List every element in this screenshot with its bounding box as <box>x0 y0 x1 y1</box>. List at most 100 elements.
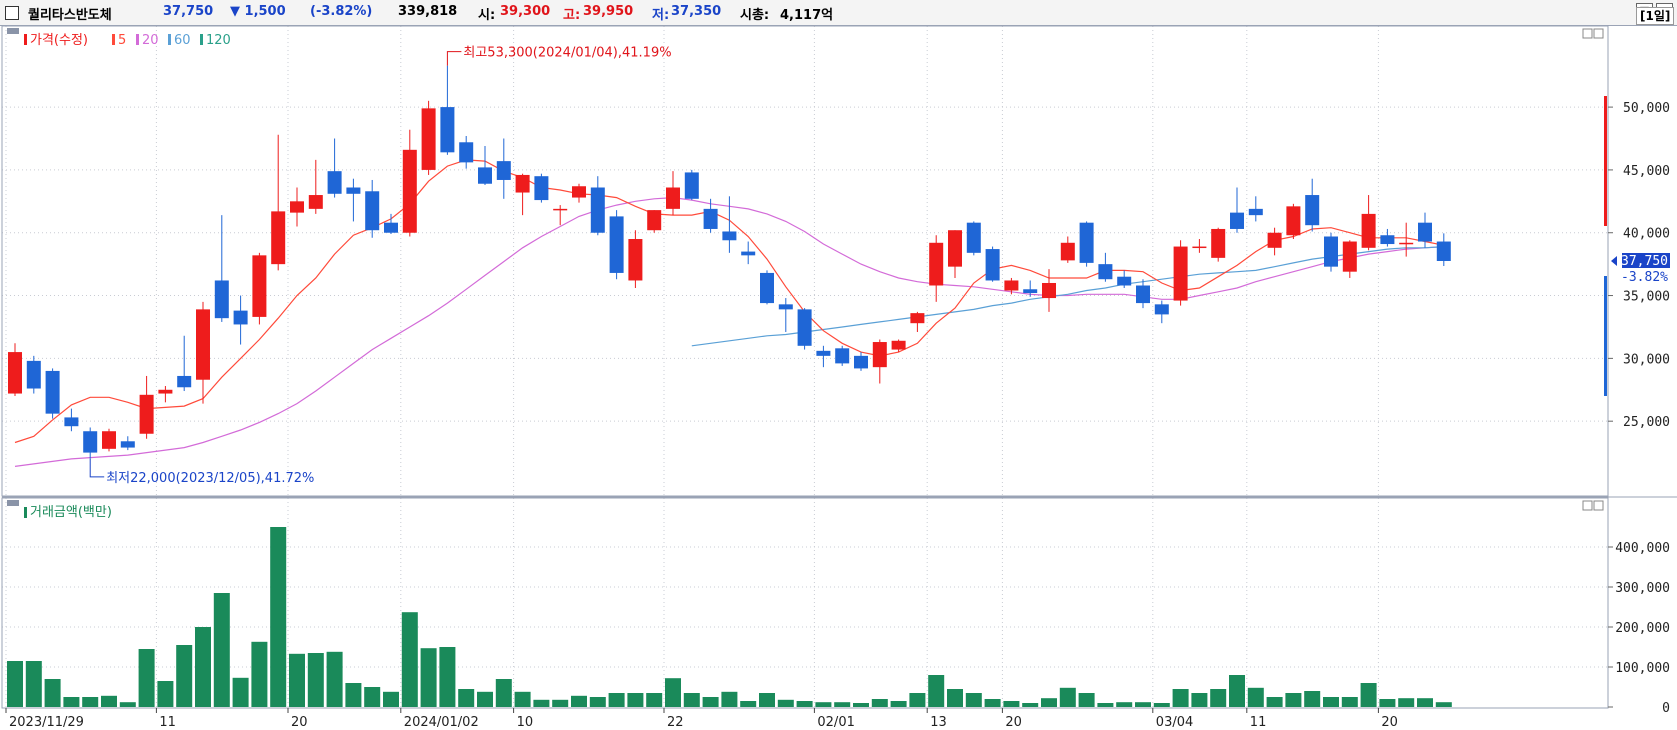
candle-down <box>816 350 831 356</box>
volume-tick-label: 300,000 <box>1615 581 1670 596</box>
candle-up <box>102 431 116 449</box>
volume-bar <box>608 693 625 707</box>
candle-down <box>440 107 455 153</box>
candle-up <box>196 309 210 380</box>
low-label: 저: <box>652 8 670 23</box>
volume-bar <box>796 701 813 707</box>
select-checkbox[interactable] <box>5 6 19 20</box>
volume-bar <box>1191 693 1208 707</box>
candle-up <box>1004 280 1019 291</box>
current-change-label: -3.82% <box>1621 270 1668 285</box>
price-change: ▼ 1,500 <box>230 4 286 19</box>
price-change-pct: (-3.82%) <box>310 4 373 19</box>
candle-up <box>1042 282 1056 299</box>
candle-down <box>1154 304 1169 315</box>
high-annotation: 최고53,300(2024/01/04),41.19% <box>463 46 671 61</box>
legend-swatch <box>136 34 139 45</box>
volume-bar <box>289 653 305 707</box>
mcap-label: 시총: <box>740 8 770 23</box>
volume-bar <box>1229 675 1245 707</box>
volume-bar <box>383 691 399 707</box>
high-label: 고: <box>563 8 581 23</box>
candle-up <box>872 342 887 368</box>
volume-bar <box>1247 687 1264 707</box>
candle-up <box>290 201 304 213</box>
candle-down <box>346 187 361 194</box>
period-selector[interactable]: [1일] <box>1636 7 1675 25</box>
volume-legend-label: 거래금액(백만) <box>30 505 112 520</box>
candle-down <box>1436 241 1451 261</box>
candle-up <box>1286 206 1301 236</box>
window-buttons: [1일] □ × <box>1636 3 1675 25</box>
volume-bar <box>119 702 136 707</box>
volume-bar <box>834 702 851 707</box>
volume-bar <box>1097 703 1114 707</box>
legend-label: 20 <box>142 33 159 48</box>
x-tick-label: 22 <box>667 715 684 730</box>
candle-down <box>534 176 549 201</box>
price-pane-handle <box>7 28 19 34</box>
candle-down <box>590 187 605 233</box>
x-tick-label: 10 <box>517 715 534 730</box>
title-bar: 퀄리타스반도체 37,750 ▼ 1,500 (-3.82%) 339,818 … <box>0 0 1677 26</box>
candle-down <box>835 348 850 364</box>
x-tick-label: 20 <box>1005 715 1022 730</box>
ma60-line <box>691 246 1444 347</box>
price-tick-label: 35,000 <box>1623 290 1670 305</box>
side-bar-down <box>1604 276 1607 396</box>
candle-up <box>948 230 962 267</box>
candle-down <box>797 309 812 346</box>
pane-close-icon <box>1593 28 1604 39</box>
volume-bar <box>1285 693 1302 707</box>
volume-bar <box>25 661 42 707</box>
candle-down <box>778 304 793 310</box>
high-price: 39,950 <box>583 4 634 19</box>
volume-bar <box>82 697 99 707</box>
price-tick-label: 40,000 <box>1623 227 1670 242</box>
candle-down <box>1023 289 1038 294</box>
candle-down <box>609 216 624 273</box>
volume-bar <box>777 699 794 707</box>
candle-up <box>308 195 323 209</box>
volume-bar <box>7 661 23 707</box>
candle-up <box>647 210 662 231</box>
candle-down <box>496 161 511 180</box>
open-price: 39,300 <box>500 4 551 19</box>
price-marker-icon <box>1611 256 1617 266</box>
volume-bar <box>63 697 80 707</box>
volume-bar <box>458 689 475 707</box>
candle-up <box>1267 232 1282 248</box>
candle-down <box>365 191 380 231</box>
volume-bar <box>1135 702 1151 707</box>
candle-up <box>628 239 643 281</box>
volume-bar <box>251 641 268 707</box>
low-price: 37,350 <box>671 4 722 19</box>
candle-up <box>139 394 154 434</box>
candle-up <box>252 255 267 317</box>
candle-down <box>1324 236 1338 267</box>
candle-up <box>158 389 173 394</box>
volume-bar <box>1041 698 1057 707</box>
volume-bar <box>627 693 644 707</box>
volume-bar <box>101 695 117 707</box>
volume-bar <box>815 702 832 707</box>
volume-bar <box>1341 697 1358 707</box>
volume-bar <box>1153 703 1170 707</box>
x-tick-label: 03/04 <box>1156 715 1193 730</box>
low-annotation: 최저22,000(2023/12/05),41.72% <box>106 471 314 486</box>
volume-bar <box>232 677 249 707</box>
high-arrow <box>446 51 462 66</box>
market-cap: 4,117억 <box>780 8 834 23</box>
volume-bar <box>1266 697 1283 707</box>
candle-down <box>233 310 248 325</box>
candle-down <box>1418 222 1432 242</box>
legend-swatch <box>112 34 115 45</box>
volume-tick-label: 200,000 <box>1615 621 1670 636</box>
candle-up <box>929 242 944 286</box>
volume-bar <box>1398 698 1415 707</box>
price-tick-label: 30,000 <box>1623 352 1670 367</box>
price-tick-label: 25,000 <box>1623 415 1670 430</box>
volume-bar <box>514 691 531 707</box>
volume-bar <box>326 651 343 707</box>
volume-bar <box>909 693 926 707</box>
